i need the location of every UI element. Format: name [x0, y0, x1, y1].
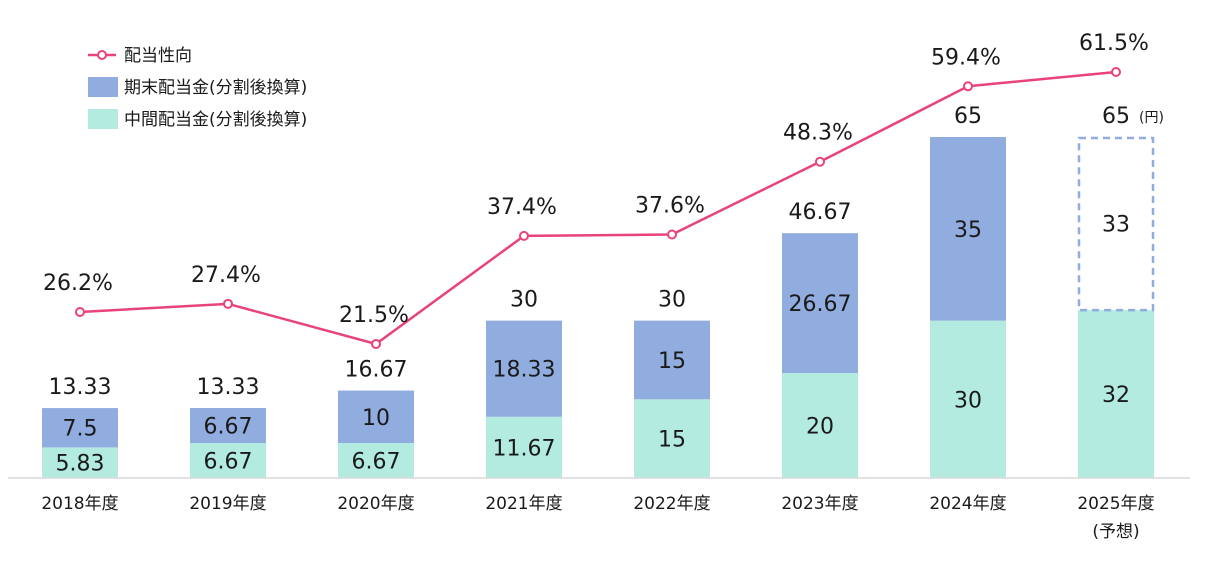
category-label-6: 2024年度	[929, 494, 1006, 514]
bar-interim-1	[190, 443, 266, 478]
label-final-3: 18.33	[493, 358, 556, 383]
label-total-6: 65	[954, 104, 982, 129]
label-interim-0: 5.83	[56, 452, 105, 477]
label-final-1: 6.67	[204, 415, 253, 440]
legend-label-interim: 中間配当金(分割後換算)	[124, 110, 307, 130]
label-final-2: 10	[362, 406, 390, 431]
payout-ratio-marker-0	[75, 307, 85, 317]
label-total-2: 16.67	[345, 358, 408, 383]
label-final-5: 26.67	[789, 292, 852, 317]
category-label-7: 2025年度	[1077, 494, 1154, 514]
payout-ratio-label-1: 27.4%	[191, 263, 261, 288]
label-interim-4: 15	[658, 428, 686, 453]
payout-ratio-marker-2	[371, 338, 381, 349]
label-interim-5: 20	[806, 415, 834, 440]
payout-ratio-marker-1	[223, 298, 233, 309]
label-interim-6: 30	[954, 388, 982, 413]
legend-line-marker	[97, 50, 107, 60]
unit-label: (円)	[1139, 110, 1164, 126]
label-final-0: 7.5	[63, 417, 98, 442]
bar-final-5	[782, 233, 858, 374]
category-label-1: 2019年度	[189, 494, 266, 514]
label-interim-2: 6.67	[352, 450, 401, 475]
bar-interim-5	[782, 373, 858, 478]
label-total-3: 30	[510, 288, 538, 313]
payout-ratio-marker-5	[815, 156, 825, 167]
payout-ratio-label-7: 61.5%	[1079, 31, 1149, 56]
payout-ratio-marker-4	[667, 229, 677, 240]
legend: 配当性向 期末配当金(分割後換算) 中間配当金(分割後換算)	[88, 46, 307, 130]
bar-group	[42, 136, 1155, 478]
bar-final-6	[930, 137, 1006, 321]
bar-interim-3	[486, 416, 562, 478]
category-labels: 2018年度 2019年度 2020年度 2021年度 2022年度 2023年度 2024…	[41, 494, 1154, 542]
payout-ratio-label-2: 21.5%	[339, 303, 409, 328]
bar-interim-4	[634, 399, 710, 478]
payout-ratio-line: 26.2% 27.4% 21.5% 37.4% 37.6% 48.3% 59.4% 61.5%	[43, 31, 1149, 349]
category-label-2: 2020年度	[337, 494, 414, 514]
label-total-7: 65	[1102, 104, 1130, 129]
bar-final-1	[190, 408, 266, 444]
unit-label-group: (円)	[1139, 110, 1164, 126]
category-label-4: 2022年度	[633, 494, 710, 514]
bar-interim-0	[42, 447, 118, 478]
label-total-1: 13.33	[197, 375, 260, 400]
payout-ratio-label-5: 48.3%	[783, 121, 853, 146]
label-final-6: 35	[954, 218, 982, 243]
legend-label-final: 期末配当金(分割後換算)	[124, 78, 307, 98]
payout-ratio-label-3: 37.4%	[487, 195, 557, 220]
label-final-7: 33	[1102, 213, 1130, 238]
legend-swatch-final	[88, 77, 118, 97]
bar-interim-6	[930, 320, 1006, 478]
category-label-0: 2018年度	[41, 494, 118, 514]
category-label-5: 2023年度	[781, 494, 858, 514]
bar-final-2	[338, 390, 414, 444]
payout-ratio-label-6: 59.4%	[931, 45, 1001, 70]
legend-swatch-interim	[88, 109, 118, 129]
bar-interim-7	[1078, 310, 1154, 478]
category-label-3: 2021年度	[485, 494, 562, 514]
label-total-0: 13.33	[49, 375, 112, 400]
label-interim-7: 32	[1102, 383, 1130, 408]
bar-final-forecast-7	[1077, 136, 1155, 312]
payout-ratio-marker-7	[1111, 67, 1121, 77]
label-interim-1: 6.67	[204, 450, 253, 475]
payout-ratio-marker-6	[963, 81, 973, 92]
total-labels: 13.33 13.33 16.67 30 30 46.67 65 65	[49, 104, 1130, 400]
label-total-5: 46.67	[789, 200, 852, 225]
label-interim-3: 11.67	[493, 436, 556, 461]
bar-final-3	[486, 320, 562, 417]
payout-ratio-label-0: 26.2%	[43, 271, 113, 296]
payout-ratio-marker-3	[519, 230, 529, 241]
payout-ratio-label-4: 37.6%	[635, 193, 705, 218]
bar-final-4	[634, 320, 710, 400]
label-total-4: 30	[658, 288, 686, 313]
segment-labels: 5.83 7.5 6.67 6.67 6.67 10 11.67 18.33 15 15 20 26.…	[56, 213, 1130, 477]
forecast-note: (予想)	[1092, 522, 1139, 542]
label-final-4: 15	[658, 349, 686, 374]
bar-interim-2	[338, 443, 414, 478]
legend-label-payout-ratio: 配当性向	[124, 46, 192, 66]
payout-ratio-polyline	[79, 70, 1117, 346]
bar-final-0	[42, 408, 118, 448]
